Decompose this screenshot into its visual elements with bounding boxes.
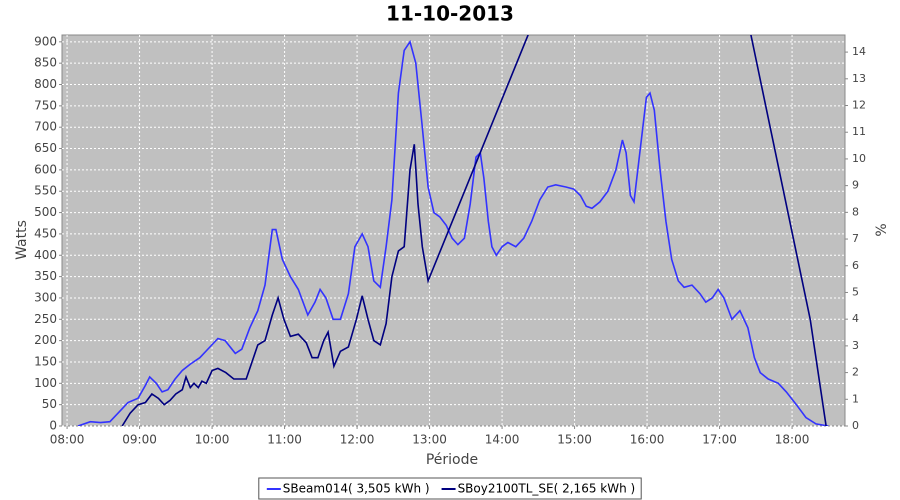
grid: [62, 35, 845, 427]
y-axis-label: Watts: [14, 220, 30, 260]
plot-area: [61, 34, 846, 427]
y-tick-label: 750: [34, 98, 57, 112]
x-tick-label: 08:00: [50, 433, 85, 447]
x-axis-label: Période: [426, 452, 478, 468]
y2-tick-label: 7: [852, 232, 859, 245]
y-tick-label: 850: [34, 56, 57, 70]
y-tick-label: 450: [34, 226, 57, 240]
y2-axis-label: %: [874, 223, 890, 236]
y-tick-label: 500: [34, 205, 57, 219]
y2-tick-label: 4: [852, 312, 859, 325]
x-tick-label: 11:00: [267, 433, 302, 447]
y-tick-label: 650: [34, 141, 57, 155]
y-tick-label: 50: [42, 397, 57, 411]
y2-tick-label: 11: [852, 125, 866, 138]
x-tick-label: 13:00: [412, 433, 447, 447]
legend: SBeam014( 3,505 kWh ) SBoy2100TL_SE( 2,16…: [258, 477, 642, 500]
x-tick-label: 09:00: [122, 433, 157, 447]
legend-label: SBeam014( 3,505 kWh ): [283, 482, 430, 496]
y-tick-label: 100: [34, 376, 57, 390]
x-tick-label: 17:00: [702, 433, 737, 447]
y-tick-label: 600: [34, 162, 57, 176]
y-tick-label: 300: [34, 290, 57, 304]
y-tick-label: 550: [34, 184, 57, 198]
y2-tick-label: 10: [852, 152, 866, 165]
y2-tick-label: 3: [852, 339, 859, 352]
series-line: [77, 39, 829, 426]
y2-tick-label: 2: [852, 366, 859, 379]
y2-tick-label: 1: [852, 392, 859, 405]
y-tick-label: 800: [34, 77, 57, 91]
x-tick-label: 18:00: [775, 433, 810, 447]
y-tick-label: 400: [34, 248, 57, 262]
y-tick-label: 0: [49, 419, 57, 433]
x-tick-label: 15:00: [557, 433, 592, 447]
y-tick-label: 250: [34, 312, 57, 326]
chart-title: 11-10-2013: [386, 2, 514, 26]
y2-tick-label: 13: [852, 72, 866, 85]
y2-tick-label: 6: [852, 259, 859, 272]
y2-tick-label: 12: [852, 99, 866, 112]
y2-tick-label: 0: [852, 419, 859, 432]
x-tick-label: 10:00: [195, 433, 230, 447]
legend-label: SBoy2100TL_SE( 2,165 kWh ): [458, 482, 636, 496]
y-tick-label: 350: [34, 269, 57, 283]
y2-tick-label: 14: [852, 45, 866, 58]
y2-tick-label: 8: [852, 205, 859, 218]
y-tick-label: 150: [34, 354, 57, 368]
y-tick-label: 900: [34, 34, 57, 48]
x-tick-label: 16:00: [630, 433, 665, 447]
y2-tick-label: 5: [852, 285, 859, 298]
y-tick-label: 700: [34, 120, 57, 134]
lines: [77, 35, 829, 426]
x-tick-label: 12:00: [340, 433, 375, 447]
series-line: [121, 35, 827, 426]
y-tick-label: 200: [34, 333, 57, 347]
y2-tick-label: 9: [852, 179, 859, 192]
x-tick-label: 14:00: [485, 433, 520, 447]
